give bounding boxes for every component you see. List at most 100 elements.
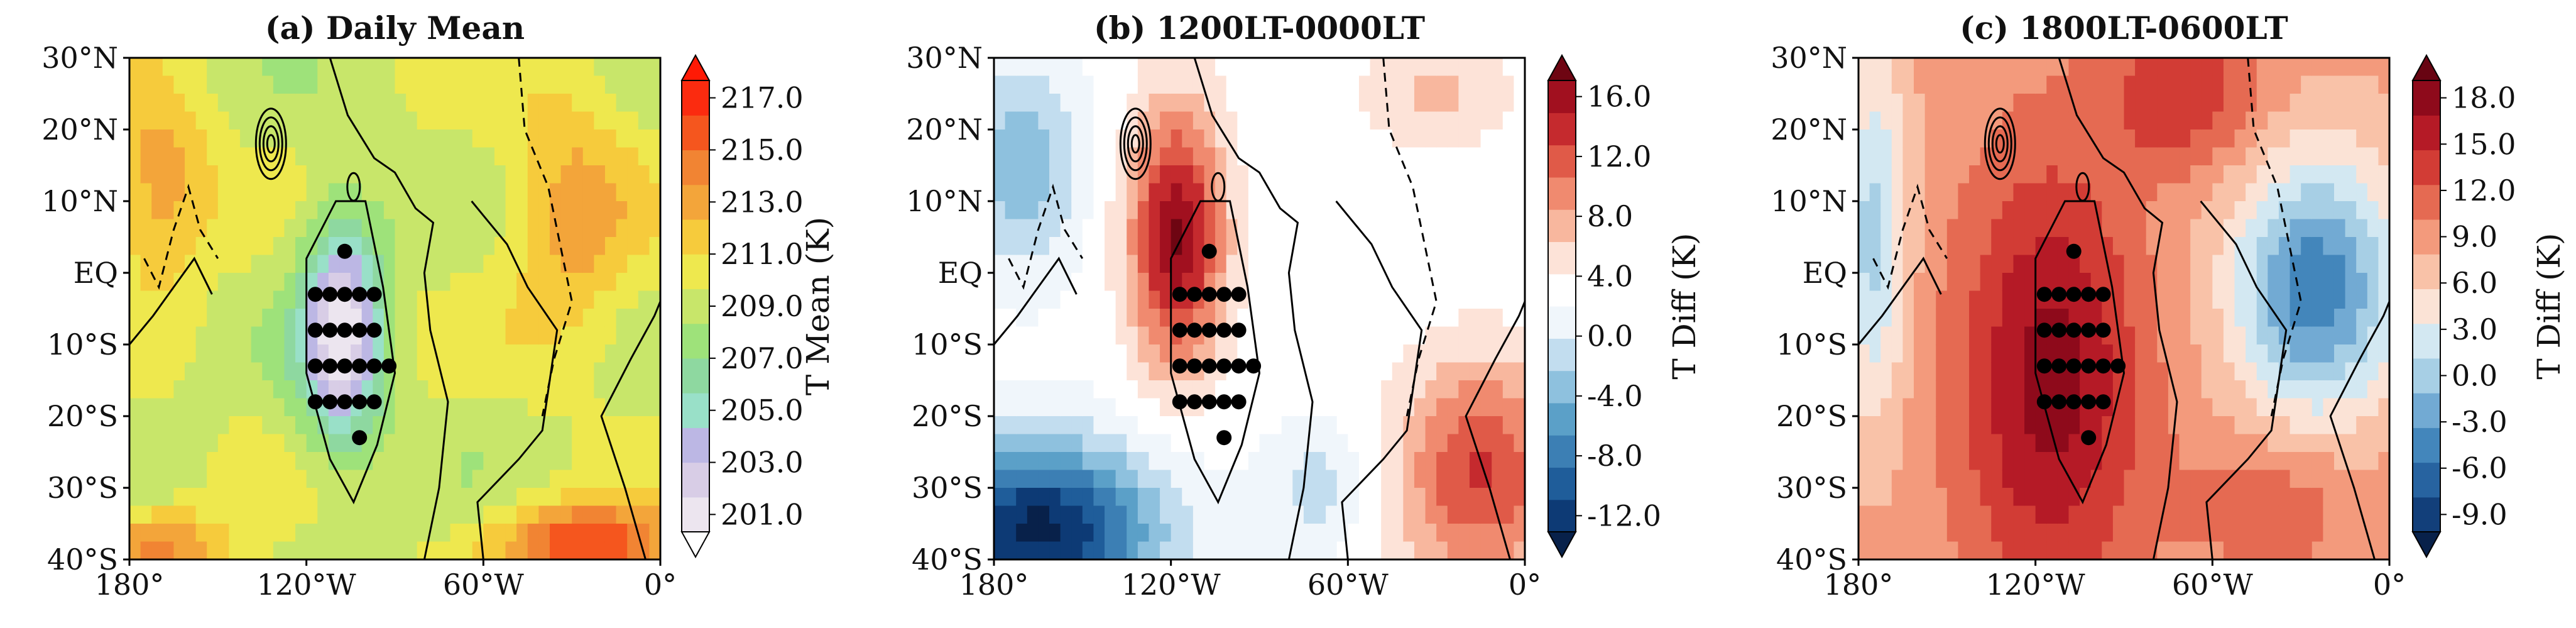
field-cell	[638, 255, 650, 273]
field-cell	[1326, 129, 1338, 148]
field-cell	[1082, 201, 1094, 220]
field-cell	[1292, 255, 1304, 273]
field-cell	[1358, 129, 1371, 148]
field-cell	[162, 524, 175, 543]
field-cell	[1281, 326, 1293, 345]
field-cell	[162, 488, 175, 507]
field-cell	[195, 524, 207, 543]
field-cell	[2124, 452, 2136, 471]
field-cell	[173, 309, 185, 328]
field-cell	[1358, 416, 1371, 435]
field-cell	[373, 541, 385, 560]
field-cell	[1381, 505, 1393, 524]
colorbar-tick-label: 205.0	[721, 394, 804, 427]
field-cell	[428, 201, 440, 220]
field-cell	[2102, 94, 2114, 113]
field-cell	[572, 434, 584, 453]
field-cell	[582, 58, 594, 77]
field-cell	[1946, 94, 1959, 113]
field-cell	[638, 183, 650, 202]
field-cell	[129, 273, 141, 292]
field-cell	[1160, 94, 1172, 113]
field-cell	[1137, 380, 1150, 399]
field-cell	[1969, 147, 1981, 166]
field-cell	[173, 255, 185, 273]
field-cell	[229, 201, 241, 220]
y-tick-label: 20°S	[47, 399, 118, 433]
field-cell	[1093, 309, 1105, 328]
contour-line	[1193, 57, 1314, 560]
data-point	[2081, 287, 2097, 302]
field-cell	[2057, 273, 2070, 292]
field-cell	[2190, 290, 2202, 309]
field-cell	[1370, 237, 1382, 256]
field-cell	[2323, 524, 2335, 543]
field-cell	[1480, 94, 1492, 113]
ring-contour	[1130, 134, 1140, 154]
field-cell	[494, 237, 506, 256]
field-cell	[173, 344, 185, 363]
field-cell	[328, 165, 341, 184]
field-cell	[339, 147, 351, 166]
field-cell	[1969, 326, 1981, 345]
field-cell	[1381, 452, 1393, 471]
field-cell	[2333, 452, 2346, 471]
field-cell	[339, 219, 351, 238]
field-cell	[516, 362, 528, 381]
field-cell	[450, 75, 462, 94]
field-cell	[994, 273, 1006, 292]
data-point	[2081, 358, 2097, 374]
field-cell	[1436, 344, 1448, 363]
field-cell	[1370, 398, 1382, 417]
field-cell	[505, 380, 517, 399]
field-cell	[2179, 94, 2191, 113]
field-cell	[1171, 58, 1182, 77]
field-cell	[1038, 505, 1050, 524]
field-cell	[560, 94, 572, 113]
field-cell	[1958, 237, 1970, 256]
field-cell	[1946, 165, 1959, 184]
field-cell	[1392, 201, 1404, 220]
field-cell	[2278, 255, 2291, 273]
field-cell	[2246, 111, 2257, 130]
field-cell	[2057, 219, 2070, 238]
field-cell	[1005, 524, 1017, 543]
field-cell	[450, 398, 462, 417]
field-cell	[240, 273, 252, 292]
field-cell	[1005, 58, 1017, 77]
field-cell	[2024, 129, 2036, 148]
field-cell	[251, 488, 263, 507]
field-cell	[2124, 94, 2136, 113]
field-cell	[2356, 75, 2368, 94]
field-cell	[1160, 470, 1172, 488]
field-cell	[195, 541, 207, 560]
field-cell	[1936, 273, 1948, 292]
field-cell	[2289, 147, 2301, 166]
field-cell	[317, 183, 329, 202]
field-cell	[1336, 290, 1348, 309]
field-cell	[1115, 362, 1127, 381]
field-cell	[461, 273, 473, 292]
field-cell	[162, 201, 175, 220]
field-cell	[2234, 111, 2246, 130]
field-cell	[1414, 434, 1426, 453]
field-cell	[251, 416, 263, 435]
field-cell	[417, 470, 428, 488]
colorbar-label: T Diff (K)	[1666, 233, 1703, 379]
field-cell	[1914, 380, 1926, 399]
field-cell	[549, 452, 562, 471]
field-cell	[2024, 255, 2036, 273]
field-cell	[2013, 541, 2025, 560]
field-cell	[2323, 362, 2335, 381]
field-cell	[572, 273, 584, 292]
field-cell	[2212, 290, 2224, 309]
field-cell	[1071, 380, 1083, 399]
field-cell	[229, 380, 241, 399]
field-cell	[1226, 111, 1238, 130]
field-cell	[195, 165, 207, 184]
field-cell	[262, 434, 274, 453]
field-cell	[240, 147, 252, 166]
field-cell	[2146, 309, 2158, 328]
field-cell	[1358, 344, 1371, 363]
field-cell	[538, 309, 550, 328]
